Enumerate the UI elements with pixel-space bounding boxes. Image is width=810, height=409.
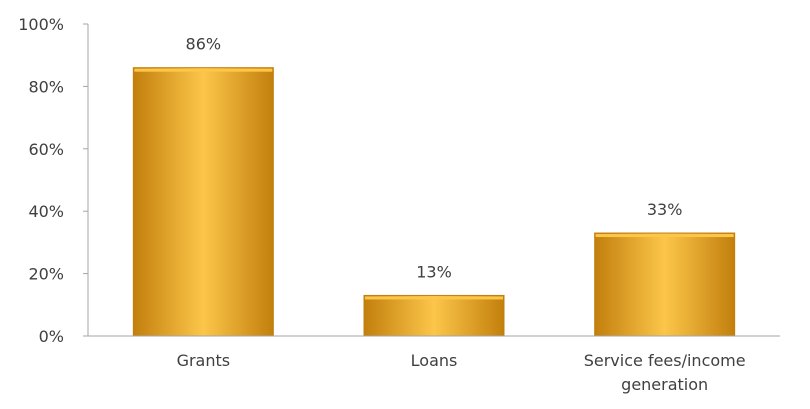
x-category-label-line: Service fees/income	[584, 351, 746, 370]
value-labels: 86% 13% 33%	[186, 35, 683, 282]
y-tick-label: 80%	[28, 77, 64, 96]
y-tick-label: 60%	[28, 140, 64, 159]
y-axis: 0% 20% 40% 60% 80% 100%	[18, 15, 89, 346]
bar-top-highlight	[134, 68, 273, 72]
bars	[132, 67, 736, 337]
y-tick-label: 40%	[28, 202, 64, 221]
x-category-label: Loans	[411, 351, 458, 370]
bar-top-highlight	[365, 296, 503, 300]
bar-loans	[363, 294, 505, 337]
y-tick-label: 0%	[39, 327, 64, 346]
y-tick-label: 100%	[18, 15, 64, 34]
x-category-label-line: Grants	[177, 351, 231, 370]
bar-top-highlight	[595, 234, 734, 238]
x-axis: Grants Loans Service fees/income generation	[88, 335, 780, 394]
value-label: 33%	[647, 200, 683, 219]
x-category-label-line: generation	[621, 375, 708, 394]
bar-grants	[132, 67, 274, 337]
x-category-label: Grants	[177, 351, 231, 370]
x-category-label: Service fees/income generation	[584, 351, 746, 394]
y-tick-label: 20%	[28, 265, 64, 284]
bar-service-fees-income-generation	[594, 232, 736, 337]
x-category-label-line: Loans	[411, 351, 458, 370]
value-label: 86%	[186, 35, 222, 54]
value-label: 13%	[416, 262, 452, 281]
